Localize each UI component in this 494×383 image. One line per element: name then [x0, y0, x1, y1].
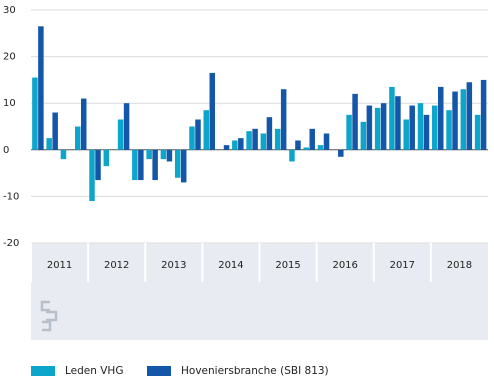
bar	[195, 119, 201, 150]
bar	[389, 86, 395, 150]
bar	[146, 149, 152, 160]
legend-label: Leden VHG	[65, 365, 123, 377]
bar	[309, 128, 315, 150]
bar	[303, 147, 309, 150]
bar	[246, 131, 252, 150]
x-tick-label: 2012	[104, 260, 129, 271]
bar	[103, 149, 110, 167]
bar	[474, 114, 481, 150]
bar	[46, 138, 52, 150]
bar	[266, 117, 273, 150]
y-tick-label: 10	[3, 98, 16, 109]
legend-label: Hoveniersbranche (SBI 813)	[181, 365, 329, 377]
legend-swatch	[147, 366, 171, 376]
bar	[323, 133, 330, 150]
bar	[417, 103, 424, 150]
x-tick-label: 2013	[161, 260, 186, 271]
bar	[95, 149, 101, 181]
bar	[260, 133, 267, 150]
bar	[232, 140, 238, 150]
y-tick-label: -20	[3, 238, 19, 249]
bar	[89, 149, 95, 202]
logo	[40, 300, 58, 332]
bar	[423, 114, 430, 150]
bar	[346, 114, 352, 150]
bar	[274, 128, 281, 150]
bar	[160, 149, 167, 160]
bar	[123, 103, 130, 150]
bar	[203, 110, 210, 150]
bar	[38, 26, 44, 150]
bar	[374, 107, 381, 150]
bar	[60, 149, 67, 160]
bar	[466, 82, 473, 150]
bar	[432, 105, 438, 150]
x-tick-label: 2017	[390, 260, 415, 271]
legend: Leden VHG Hoveniersbranche (SBI 813)	[31, 365, 329, 377]
y-tick-label: -10	[3, 191, 19, 202]
bar	[360, 121, 367, 150]
y-tick-label: 0	[3, 145, 9, 156]
bar	[189, 126, 195, 150]
bar	[138, 149, 144, 181]
bar	[352, 93, 358, 150]
bar	[403, 119, 409, 150]
x-tick-label: 2018	[447, 260, 472, 271]
bar	[117, 119, 124, 150]
legend-swatch	[31, 366, 55, 376]
bar	[166, 149, 173, 162]
bar	[252, 128, 258, 150]
bar	[452, 91, 458, 150]
bar	[338, 149, 344, 157]
bar	[174, 149, 181, 178]
bar	[32, 77, 38, 150]
x-tick-label: 2015	[275, 260, 300, 271]
bar	[295, 140, 301, 150]
bar	[132, 149, 138, 181]
bar	[480, 79, 487, 150]
bar	[380, 103, 387, 150]
bar	[80, 98, 87, 150]
bar	[238, 138, 244, 150]
x-tick-label: 2014	[218, 260, 243, 271]
x-tick-label: 2011	[47, 260, 72, 271]
bar	[409, 105, 415, 150]
bar	[366, 105, 373, 150]
bar	[289, 149, 295, 162]
bar	[52, 112, 58, 150]
bar	[460, 89, 467, 150]
bar	[438, 86, 444, 150]
y-tick-label: 30	[3, 5, 16, 16]
bar	[180, 149, 187, 183]
bar	[152, 149, 158, 181]
y-tick-label: 20	[3, 52, 16, 63]
bar	[280, 89, 287, 150]
bar	[74, 126, 81, 150]
bar	[223, 145, 230, 150]
bar	[446, 110, 452, 150]
bar	[317, 145, 324, 150]
bar	[209, 72, 216, 150]
x-tick-label: 2016	[332, 260, 357, 271]
bar	[395, 96, 401, 150]
